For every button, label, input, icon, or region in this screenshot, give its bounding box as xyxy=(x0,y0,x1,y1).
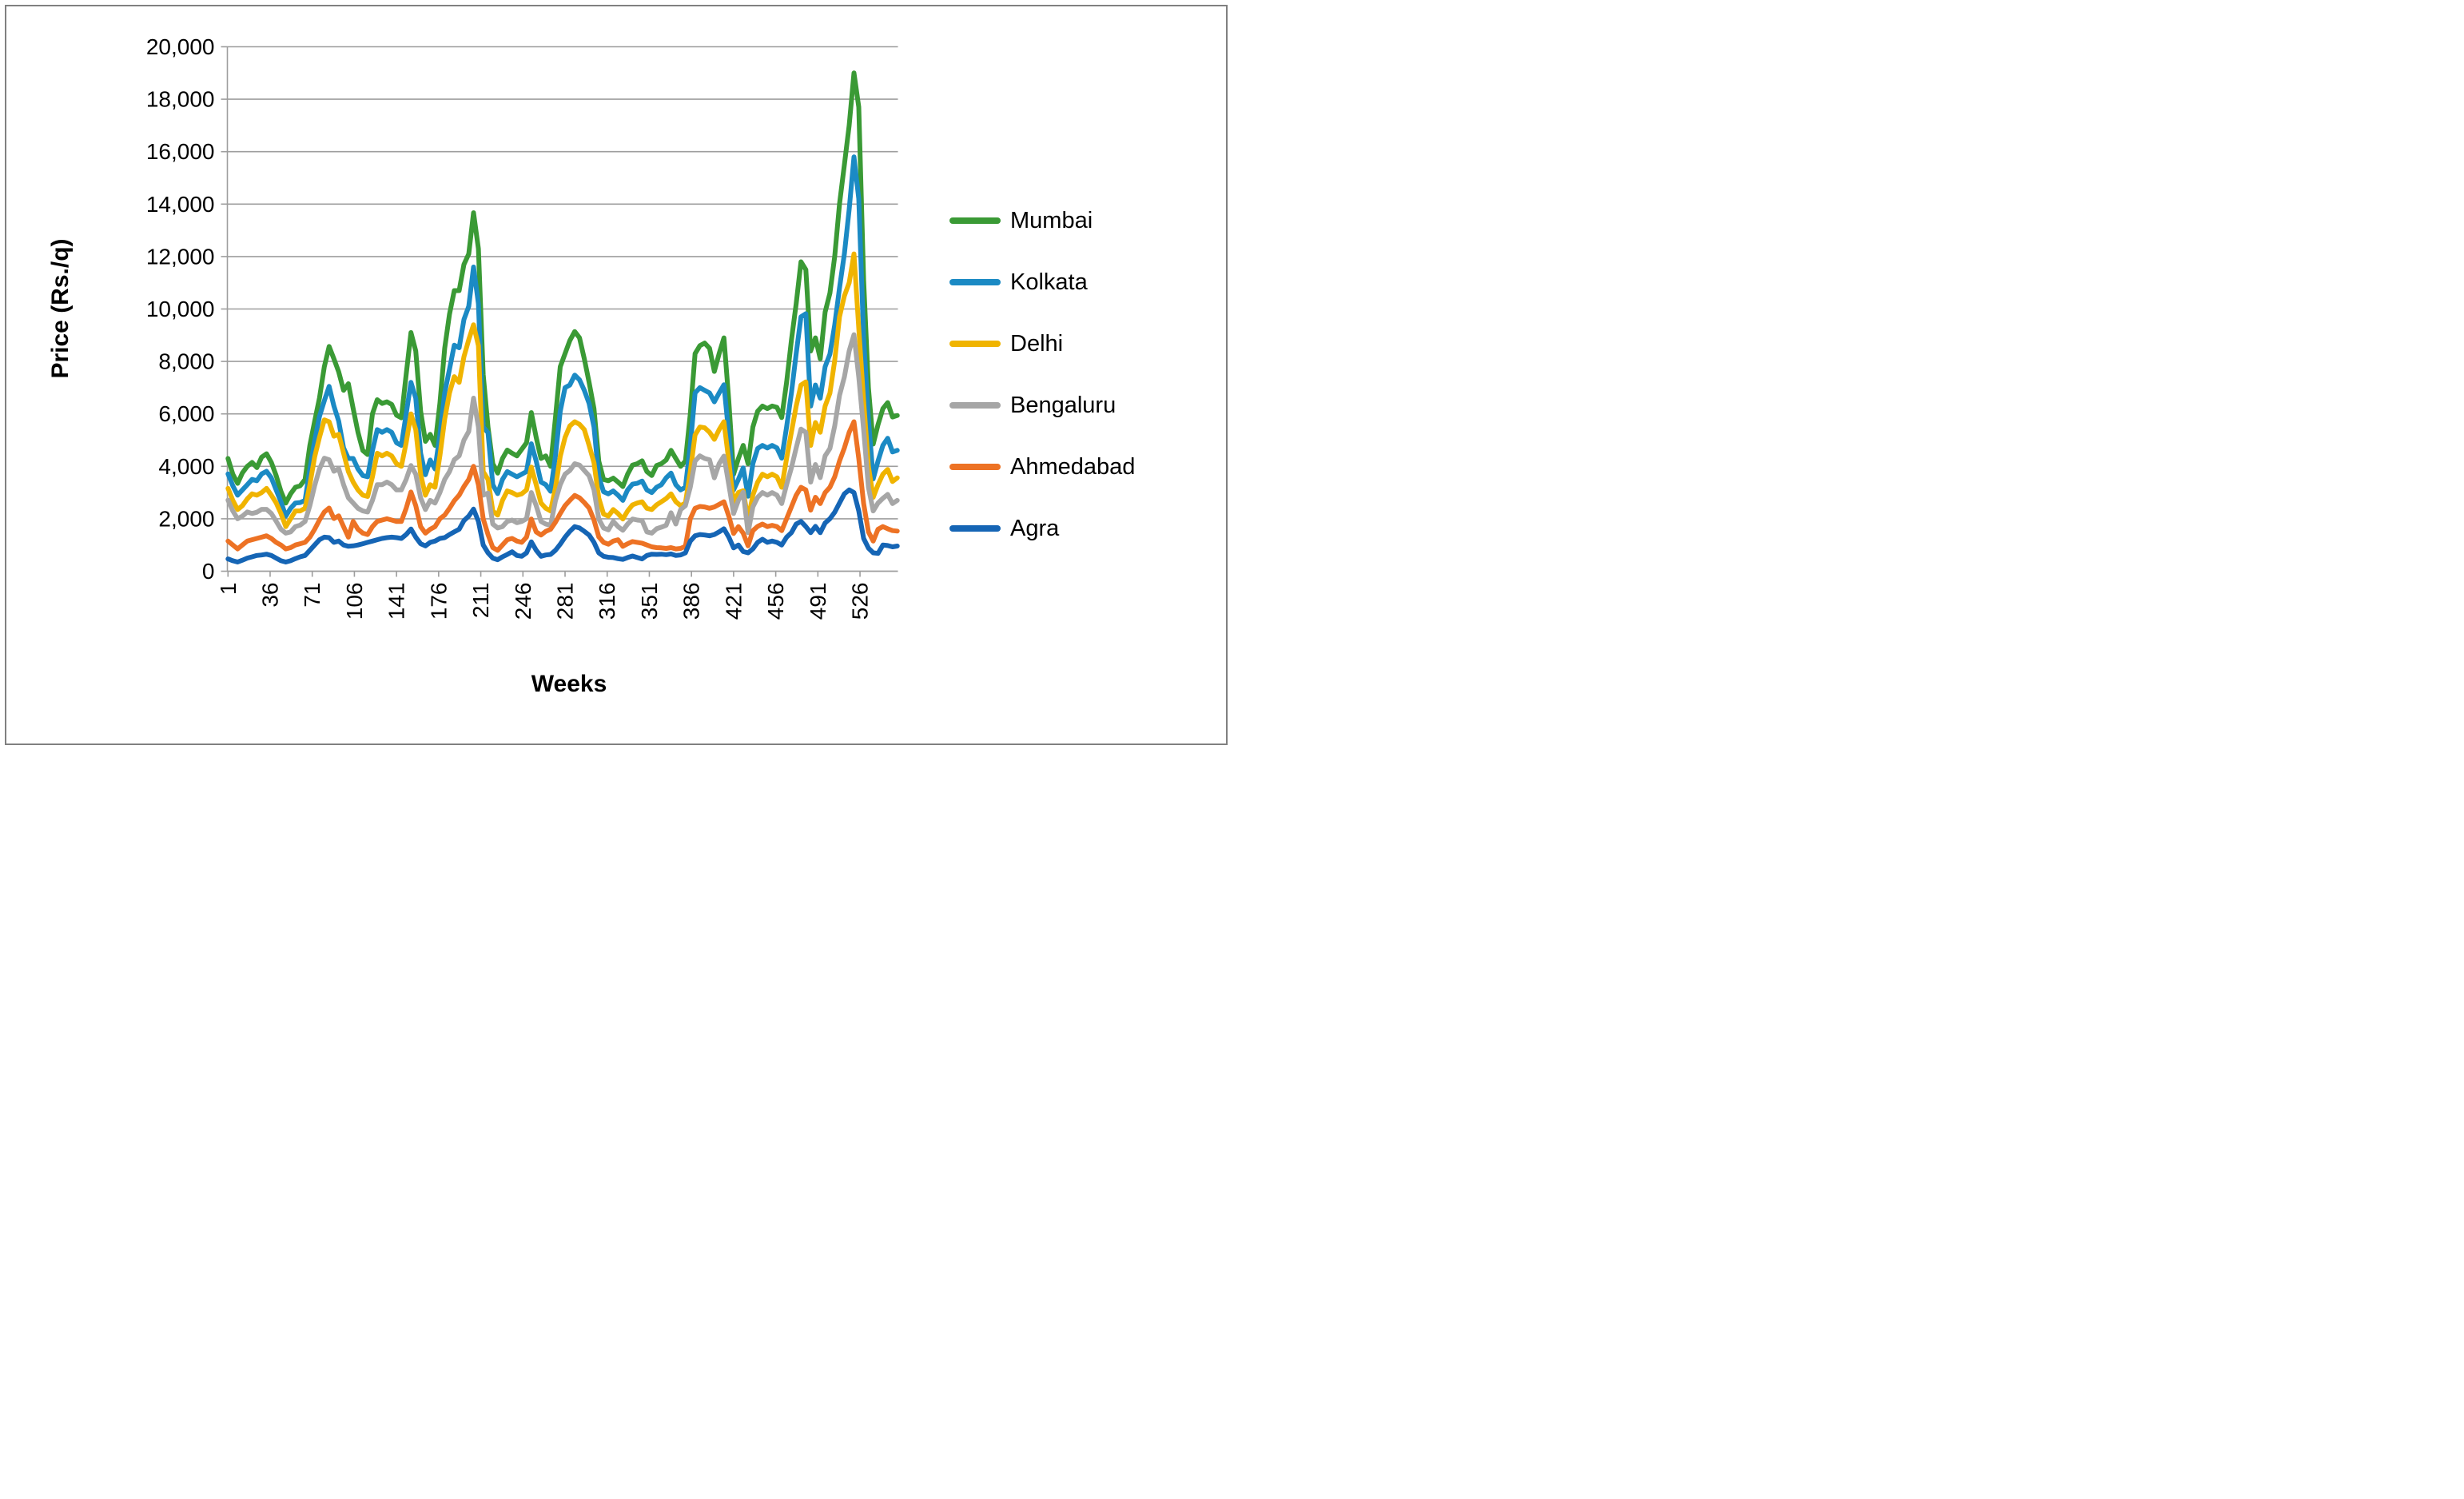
x-axis-title: Weeks xyxy=(531,671,607,697)
y-tick-label: 8,000 xyxy=(158,349,214,374)
y-tick-label: 10,000 xyxy=(146,297,215,321)
legend-item-delhi: Delhi xyxy=(949,329,1135,358)
x-tick-label: 71 xyxy=(300,583,324,608)
y-axis-title: Price (Rs./q) xyxy=(47,238,74,379)
x-tick-label: 526 xyxy=(848,583,873,620)
legend-label: Agra xyxy=(1010,515,1060,541)
legend-label: Ahmedabad xyxy=(1010,453,1136,480)
series-line-kolkata xyxy=(225,154,900,519)
legend-swatch-agra xyxy=(949,525,1001,532)
x-tick-label: 316 xyxy=(595,583,619,620)
legend-item-kolkata: Kolkata xyxy=(949,268,1135,297)
legend-swatch-ahmedabad xyxy=(949,464,1001,470)
x-tick-label: 351 xyxy=(637,583,662,620)
x-tick-label: 1 xyxy=(216,583,241,596)
legend-item-mumbai: Mumbai xyxy=(949,206,1135,235)
legend-label: Delhi xyxy=(1010,330,1064,357)
x-tick-label: 246 xyxy=(511,583,535,620)
y-tick-label: 2,000 xyxy=(158,506,214,531)
legend-label: Kolkata xyxy=(1010,269,1088,295)
legend-label: Mumbai xyxy=(1010,207,1093,233)
x-tick-label: 281 xyxy=(553,583,578,620)
series-line-mumbai xyxy=(225,70,900,506)
y-tick-label: 14,000 xyxy=(146,192,215,217)
legend-swatch-bengaluru xyxy=(949,402,1001,409)
legend-swatch-delhi xyxy=(949,341,1001,347)
legend-swatch-kolkata xyxy=(949,279,1001,285)
legend-item-ahmedabad: Ahmedabad xyxy=(949,452,1135,481)
legend-item-bengaluru: Bengaluru xyxy=(949,391,1135,420)
x-tick-label: 386 xyxy=(679,583,704,620)
series-line-bengaluru xyxy=(225,332,900,536)
y-tick-label: 4,000 xyxy=(158,454,214,479)
legend-swatch-mumbai xyxy=(949,217,1001,224)
series-lines xyxy=(225,70,900,564)
y-tick-label: 20,000 xyxy=(146,34,215,59)
x-tick-label: 456 xyxy=(763,583,788,620)
x-tick-label: 141 xyxy=(384,583,409,620)
axis-tick-labels: 0 2,000 4,000 6,000 8,000 10,000 12,000 14,000 1… xyxy=(146,34,873,620)
x-tick-label: 421 xyxy=(721,583,746,620)
x-tick-label: 211 xyxy=(468,583,493,619)
x-tick-label: 106 xyxy=(342,583,367,620)
series-line-delhi xyxy=(225,251,900,529)
legend-label: Bengaluru xyxy=(1010,392,1117,418)
y-tick-label: 6,000 xyxy=(158,401,214,426)
x-tick-label: 491 xyxy=(806,583,830,620)
y-tick-label: 18,000 xyxy=(146,87,215,112)
series-line-agra xyxy=(225,487,900,564)
y-tick-label: 16,000 xyxy=(146,139,215,164)
legend-item-agra: Agra xyxy=(949,514,1135,543)
y-tick-label: 12,000 xyxy=(146,244,215,269)
price-line-chart: 0 2,000 4,000 6,000 8,000 10,000 12,000 14,000 1… xyxy=(146,34,900,620)
series-line-ahmedabad xyxy=(225,419,900,553)
x-tick-label: 176 xyxy=(426,583,451,620)
chart-legend: Mumbai Kolkata Delhi Bengaluru Ahmedabad Agra xyxy=(949,206,1135,543)
x-tick-label: 36 xyxy=(257,583,282,608)
axes xyxy=(221,46,898,577)
y-tick-label: 0 xyxy=(202,559,215,584)
